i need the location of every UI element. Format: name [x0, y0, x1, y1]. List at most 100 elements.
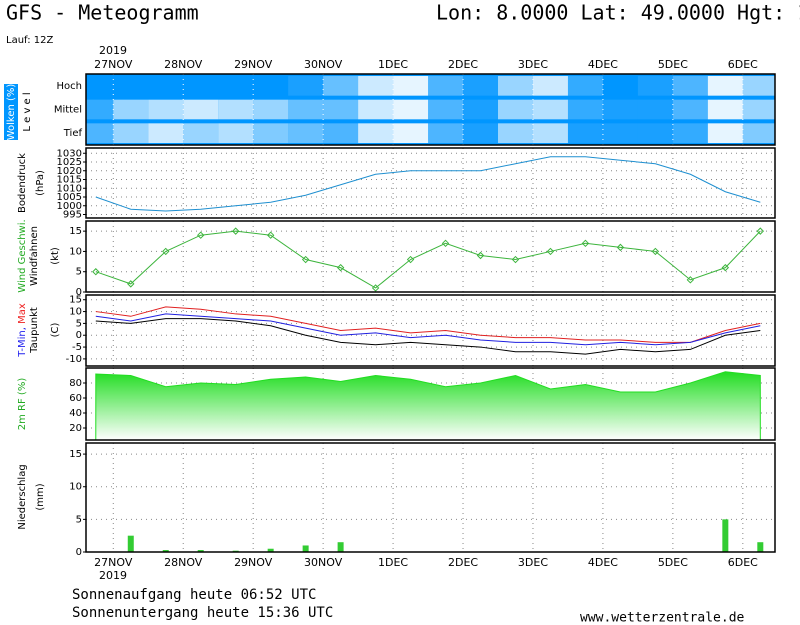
panel-frame: [85, 294, 776, 367]
y-tick-label: 10: [69, 482, 82, 493]
cloud-cell: [86, 99, 114, 120]
level-label: Mittel: [54, 105, 82, 116]
marker: [476, 251, 485, 260]
y-tick-label: 0: [76, 287, 82, 298]
cloud-cell: [393, 76, 429, 96]
marker: [231, 227, 240, 235]
marker: [616, 243, 625, 252]
y-tick-label: 1005: [57, 192, 82, 203]
cloud-cell: [86, 76, 113, 96]
cloud-cell: [463, 123, 499, 143]
cloud-cell: [742, 99, 775, 120]
cloud-cell: [567, 76, 603, 96]
cloud-cell: [288, 123, 324, 143]
cloud-cell: [183, 76, 218, 96]
axis-title: 2m RF (%): [17, 378, 28, 431]
cloud-cell: [393, 123, 429, 143]
marker: [301, 255, 310, 264]
humidity-area: [95, 371, 761, 441]
marker: [546, 247, 555, 256]
run: Lauf: 12Z: [6, 35, 53, 46]
marker: [336, 263, 345, 272]
cloud-cell: [218, 99, 254, 120]
precip-bar: [127, 535, 134, 552]
cloud-cell: [498, 99, 533, 120]
axis-title: Wolken (%): [6, 84, 17, 141]
x-tick-label: 3DEC: [518, 556, 548, 569]
level-label: Hoch: [57, 81, 82, 92]
marker: [756, 227, 765, 235]
x-tick-label: 30NOV: [304, 58, 343, 71]
axis-title: Bodendruck: [17, 153, 28, 213]
cloud-cell: [672, 123, 708, 143]
year: 2019: [99, 569, 127, 582]
y-tick-label: -5: [72, 342, 82, 353]
marker: [162, 247, 170, 256]
cloud-cell: [86, 123, 114, 143]
axis-title-part: Max: [17, 303, 28, 324]
cloud-cell: [428, 123, 464, 143]
cloud-cell: [183, 99, 219, 120]
y-tick-label: 40: [69, 408, 82, 419]
y-tick-label: 1000: [57, 201, 82, 212]
level-label: Tief: [63, 128, 83, 139]
cloud-cell: [742, 76, 775, 96]
precip-bar: [197, 550, 204, 552]
panel-frame: [85, 73, 776, 146]
cloud-cell: [253, 123, 289, 143]
line: [95, 156, 761, 212]
x-tick-label: 3DEC: [518, 58, 548, 71]
marker: [511, 255, 520, 264]
precip-bar: [337, 542, 344, 552]
cloud-cell: [707, 123, 743, 143]
marker: [197, 231, 205, 239]
y-tick-label: 5: [76, 267, 82, 278]
y-tick-label: 0: [76, 330, 82, 341]
cloud-cell: [672, 99, 708, 120]
x-tick-label: 2DEC: [448, 556, 478, 569]
y-tick-label: 15: [69, 449, 82, 460]
panel-frame: [85, 220, 776, 293]
cloud-cell: [113, 99, 149, 120]
marker: [371, 284, 380, 292]
cloud-cell: [602, 123, 638, 143]
cloud-cell: [463, 99, 499, 120]
marker: [127, 280, 135, 288]
marker: [266, 231, 275, 239]
cloud-cell: [707, 99, 743, 120]
axis-title: (mm): [35, 483, 46, 510]
panel-frame: [85, 147, 776, 219]
axis-title: Niederschlag: [17, 464, 28, 529]
cloud-cell: [532, 123, 568, 143]
line: [95, 230, 761, 289]
x-tick-label: 6DEC: [728, 58, 758, 71]
precip-bar: [302, 545, 309, 552]
marker: [406, 255, 415, 264]
cloud-cell: [498, 123, 533, 143]
cloud-cell: [428, 99, 464, 120]
x-tick-label: 29NOV: [234, 556, 273, 569]
marker: [721, 263, 730, 272]
cloud-cell: [253, 99, 289, 120]
y-tick-label: 995: [63, 210, 82, 221]
cloud-cell: [637, 123, 673, 143]
line: [95, 313, 761, 346]
precip-bar: [162, 550, 169, 552]
cloud-cell: [358, 99, 394, 120]
year: 2019: [99, 44, 127, 57]
x-tick-label: 4DEC: [588, 58, 618, 71]
site: www.wetterzentrale.de: [580, 611, 745, 625]
x-tick-label: 5DEC: [658, 58, 688, 71]
marker: [686, 276, 695, 284]
y-tick-label: 1015: [57, 175, 82, 186]
line: [95, 318, 761, 355]
cloud-cell: [148, 76, 183, 96]
y-tick-label: 1025: [57, 157, 82, 168]
y-tick-label: 60: [69, 393, 82, 404]
cloud-cell: [567, 99, 603, 120]
panel-frame: [85, 442, 776, 553]
y-tick-label: -10: [66, 354, 82, 365]
cloud-cell: [288, 76, 324, 96]
cloud-cell: [603, 76, 638, 96]
cloud-cell: [672, 76, 708, 96]
